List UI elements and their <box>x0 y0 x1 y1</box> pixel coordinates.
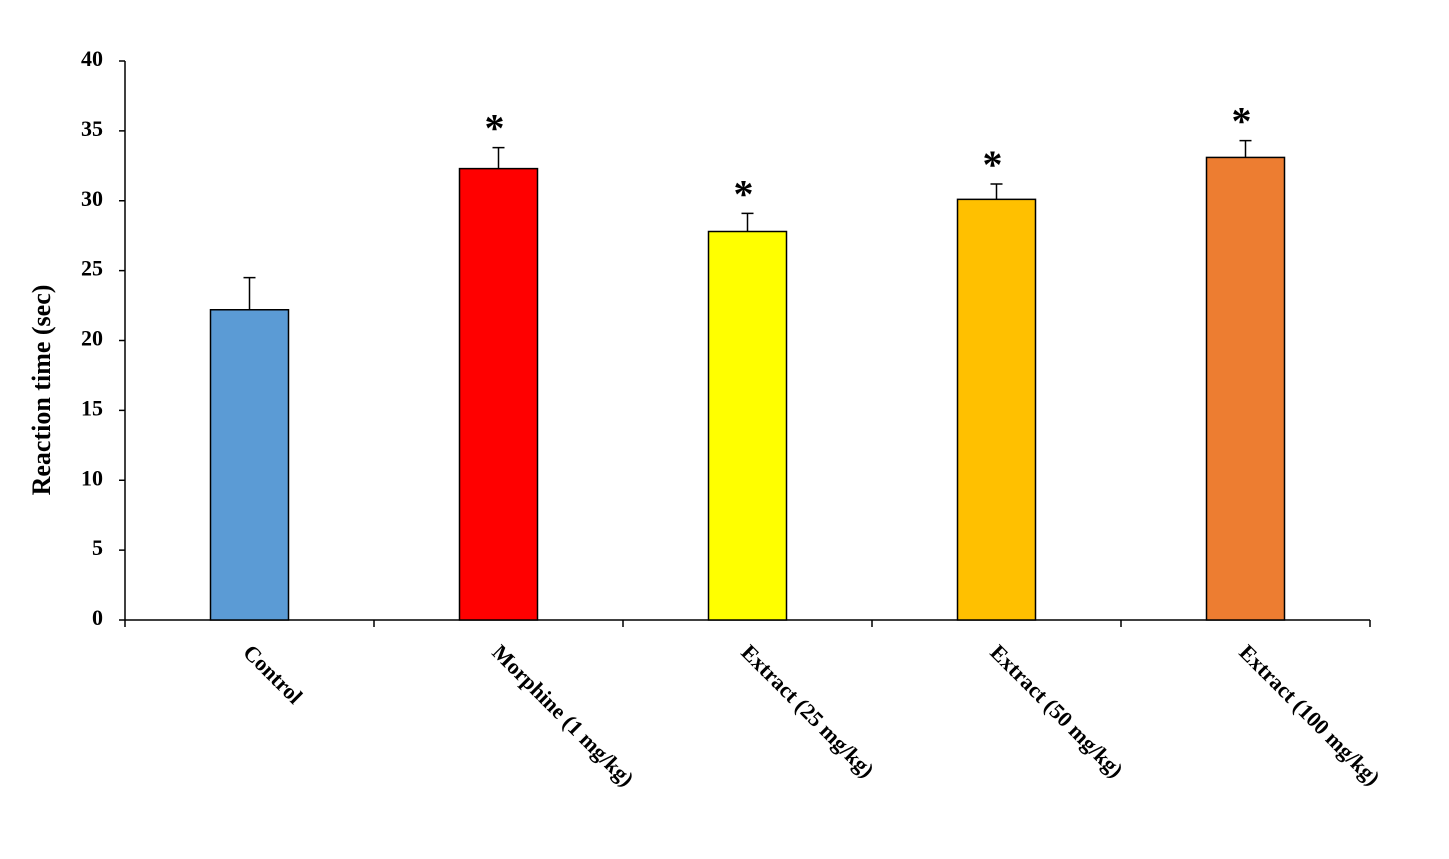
y-axis-title: Reaction time (sec) <box>27 285 56 496</box>
x-tick-label: Extract (25 mg/kg) <box>736 639 879 782</box>
error-bar <box>741 212 754 232</box>
x-tick-label: Extract (100 mg/kg) <box>1234 639 1385 790</box>
significance-marker: * <box>1232 99 1252 144</box>
error-bar <box>243 276 256 310</box>
significance-marker: * <box>983 142 1003 187</box>
error-bar <box>492 146 505 169</box>
y-tick-label: 30 <box>81 186 103 211</box>
y-tick-label: 0 <box>92 605 103 630</box>
x-tick-label: Extract (50 mg/kg) <box>985 639 1128 782</box>
significance-marker: * <box>734 171 754 216</box>
y-tick-label: 5 <box>92 535 103 560</box>
y-tick-label: 15 <box>81 395 103 420</box>
bar <box>1205 156 1286 621</box>
y-tick-label: 10 <box>81 465 103 490</box>
bar <box>209 309 290 621</box>
x-tick-label: Control <box>238 639 307 708</box>
x-tick-label: Morphine (1 mg/kg) <box>487 639 639 791</box>
error-bar <box>990 183 1003 200</box>
significance-marker: * <box>485 106 505 151</box>
y-tick-label: 25 <box>81 256 103 281</box>
bar <box>956 198 1037 621</box>
y-tick-label: 40 <box>81 46 103 71</box>
bar <box>458 167 539 621</box>
error-bar <box>1239 139 1252 158</box>
bar <box>707 230 788 621</box>
y-tick-label: 35 <box>81 116 103 141</box>
y-tick-label: 20 <box>81 326 103 351</box>
